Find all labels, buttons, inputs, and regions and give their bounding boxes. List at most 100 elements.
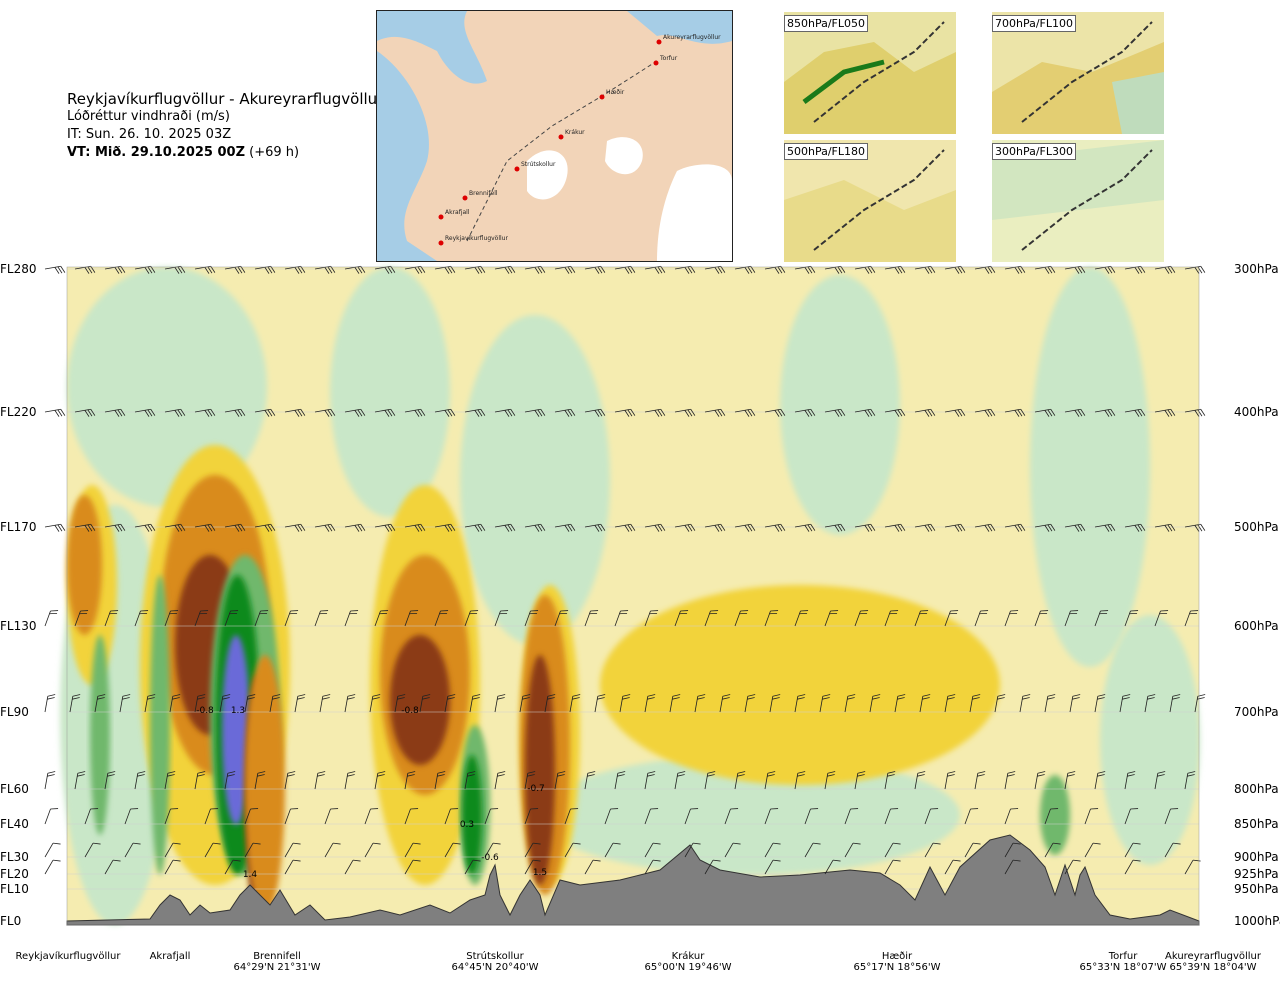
wind-barb: [734, 265, 756, 274]
wind-barb: [419, 694, 431, 713]
field-contour: [90, 635, 110, 835]
wind-barb: [524, 408, 546, 417]
thumbnail-300[interactable]: 300hPa/FL300: [992, 140, 1164, 262]
map-route-point: [438, 240, 444, 246]
field-contour: [67, 495, 102, 635]
wind-barb: [1004, 408, 1026, 417]
thumbnail-700-label: 700hPa/FL100: [992, 15, 1077, 32]
wind-barb: [164, 859, 181, 875]
route-location-label: Brennifell 64°29'N 21°31'W: [234, 951, 321, 973]
wind-barb: [524, 771, 536, 790]
wind-barb: [594, 694, 606, 713]
flight-level-label: FL280: [0, 262, 37, 276]
wind-barb: [794, 694, 806, 713]
wind-barb: [944, 859, 961, 875]
wind-barb: [104, 859, 121, 875]
wind-barb: [944, 610, 959, 627]
wind-barbs: [44, 265, 1206, 875]
wind-barb: [994, 694, 1006, 713]
wind-barb: [944, 523, 966, 532]
field-contour: [150, 575, 170, 875]
wind-barb: [1164, 842, 1181, 858]
valid-time-offset: (+69 h): [249, 145, 300, 160]
wind-barb: [674, 523, 696, 532]
wind-barb: [74, 408, 96, 417]
wind-barb: [674, 771, 686, 790]
thumbnail-850[interactable]: 850hPa/FL050: [784, 12, 956, 134]
route-location-name: Akrafjall: [149, 951, 191, 962]
wind-barb: [74, 265, 96, 274]
wind-barb: [284, 842, 301, 858]
flight-level-label: FL60: [0, 782, 29, 796]
wind-barb: [924, 808, 939, 825]
wind-barb: [464, 771, 476, 790]
wind-barb: [1094, 771, 1106, 790]
wind-barb: [284, 771, 296, 790]
wind-barb: [644, 408, 666, 417]
wind-barb: [944, 771, 956, 790]
wind-barb: [614, 610, 629, 627]
route-location-name: Torfur: [1108, 951, 1138, 962]
wind-barb: [824, 408, 846, 417]
wind-barb: [569, 694, 581, 713]
wind-barb: [319, 694, 331, 713]
wind-barb: [824, 771, 836, 790]
wind-barb: [1124, 808, 1139, 825]
route-map: Akureyrarflugvöllur Torfur Hæðir Krákur Strú…: [376, 10, 733, 262]
wind-barb: [824, 265, 846, 274]
wind-barb: [1184, 859, 1201, 875]
wind-barb: [434, 265, 456, 274]
wind-barb: [1094, 408, 1116, 417]
wind-barb: [644, 694, 656, 713]
field-contour: [390, 635, 450, 765]
wind-barb: [254, 265, 276, 274]
wind-barb: [824, 610, 839, 627]
wind-barb: [944, 265, 966, 274]
wind-barb: [854, 408, 876, 417]
wind-barb: [69, 694, 81, 713]
wind-barb: [404, 523, 426, 532]
wind-barb: [1124, 771, 1136, 790]
wind-barb: [134, 610, 149, 627]
wind-barb: [1184, 265, 1206, 274]
pressure-level-label: 1000hPa: [1234, 914, 1280, 928]
wind-barb: [974, 265, 996, 274]
wind-barb: [164, 523, 186, 532]
wind-barb: [1004, 523, 1026, 532]
route-title: Reykjavíkurflugvöllur - Akureyrarflugvöl…: [67, 90, 384, 108]
wind-barb: [644, 265, 666, 274]
wind-barb: [694, 694, 706, 713]
wind-barb: [124, 842, 141, 858]
wind-barb: [194, 523, 216, 532]
thumbnail-500[interactable]: 500hPa/FL180: [784, 140, 956, 262]
wind-barb: [484, 842, 501, 858]
wind-barb: [764, 610, 779, 627]
thumbnail-700-map: [992, 12, 1164, 134]
wind-barb: [224, 859, 241, 875]
wind-barb: [804, 842, 821, 858]
wind-barb: [974, 408, 996, 417]
wind-barb: [769, 694, 781, 713]
wind-barb: [974, 610, 989, 627]
wind-barb: [604, 842, 621, 858]
wind-barb: [914, 265, 936, 274]
wind-barb: [194, 265, 216, 274]
wind-barb: [794, 523, 816, 532]
route-location-label: Akureyrarflugvöllur 65°39'N 18°04'W: [1165, 951, 1261, 973]
wind-barb: [1124, 408, 1146, 417]
wind-barb: [764, 265, 786, 274]
wind-barb: [584, 859, 601, 875]
thumbnail-700[interactable]: 700hPa/FL100: [992, 12, 1164, 134]
wind-barb: [204, 842, 221, 858]
thumbnail-850-map: [784, 12, 956, 134]
wind-barb: [854, 771, 866, 790]
wind-barb: [194, 694, 206, 713]
wind-barb: [344, 265, 366, 274]
wind-barb: [674, 610, 689, 627]
wind-barb: [324, 808, 339, 825]
map-place-label: Akrafjall: [445, 209, 470, 216]
route-location-name: Reykjavíkurflugvöllur: [15, 951, 121, 962]
wind-barb: [554, 771, 566, 790]
wind-barb: [894, 694, 906, 713]
wind-barb: [884, 408, 906, 417]
